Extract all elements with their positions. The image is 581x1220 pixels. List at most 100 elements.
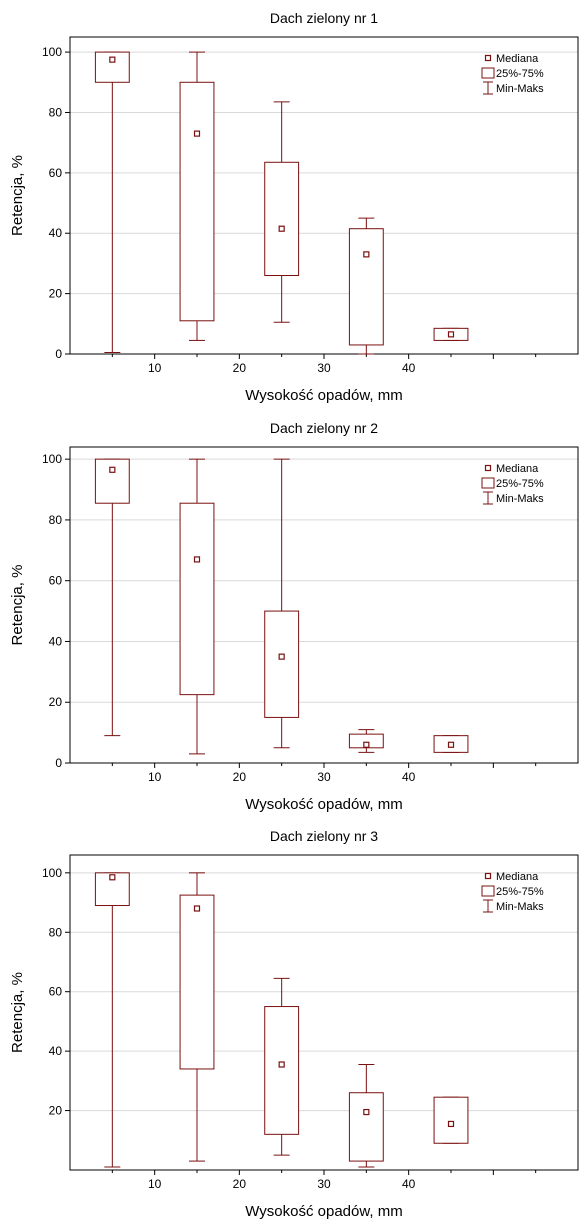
chart-title: Dach zielony nr 3 — [270, 828, 378, 844]
legend-median-icon — [484, 464, 492, 472]
box-2 — [179, 51, 215, 341]
y-tick-label: 80 — [49, 105, 63, 119]
x-tick-label: 20 — [233, 361, 247, 375]
x-axis-label: Wysokość opadów, mm — [245, 387, 402, 404]
legend-median-label: Mediana — [496, 463, 539, 475]
y-tick-label: 60 — [49, 166, 63, 180]
y-tick-label: 40 — [49, 634, 63, 648]
x-tick-label: 40 — [402, 1177, 416, 1191]
y-tick-label: 100 — [42, 452, 62, 466]
box-3 — [264, 458, 300, 749]
legend-whisker-label: Min-Maks — [496, 83, 544, 95]
y-tick-label: 60 — [49, 985, 63, 999]
median-marker — [278, 225, 285, 232]
box-plot-panel-2: 0 20 40 60 80 100 10 20 30 40 Dach zielony nr 2 Wys… — [9, 420, 579, 813]
box-plot-panel-1: 0 20 40 60 80 100 10 20 30 40 Dach zielony nr 1 Wys… — [9, 10, 579, 404]
chart-title: Dach zielony nr 2 — [270, 420, 378, 436]
box-plot-panel-3: 20 40 60 80 100 10 20 30 40 Dach zielony nr 3 Wyso… — [9, 828, 579, 1220]
legend-box-label: 25%-75% — [496, 478, 544, 490]
x-tick-label: 30 — [317, 770, 331, 784]
y-tick-label: 40 — [49, 226, 63, 240]
x-tick-label: 40 — [402, 770, 416, 784]
box-2 — [179, 458, 215, 755]
median-marker — [447, 1120, 455, 1128]
box-1 — [94, 458, 130, 737]
y-tick-label: 0 — [55, 347, 62, 361]
legend-box-label: 25%-75% — [496, 68, 544, 80]
median-marker — [447, 741, 455, 748]
x-tick-label: 10 — [148, 770, 162, 784]
iqr-box — [94, 458, 130, 504]
y-tick-label: 100 — [42, 866, 62, 880]
x-tick-label: 20 — [233, 770, 247, 784]
legend-median-icon — [484, 54, 492, 62]
box-3 — [264, 977, 300, 1156]
y-axis-label: Retencja, % — [9, 155, 26, 236]
box-5 — [433, 327, 469, 341]
y-tick-label: 40 — [49, 1044, 63, 1058]
y-tick-label: 80 — [49, 925, 63, 939]
iqr-box — [264, 1006, 300, 1135]
chart-title: Dach zielony nr 1 — [270, 10, 378, 26]
median-marker — [109, 466, 116, 473]
y-tick-label: 60 — [49, 574, 63, 588]
box-4 — [348, 217, 384, 355]
iqr-box — [264, 610, 300, 718]
box-4 — [348, 1064, 384, 1168]
legend-box-icon — [481, 67, 495, 79]
median-marker — [109, 56, 116, 63]
x-axis-label: Wysokość opadów, mm — [245, 1203, 402, 1220]
median-marker — [278, 1061, 285, 1068]
legend-box-icon — [481, 477, 495, 489]
box-5 — [433, 1096, 469, 1144]
iqr-box — [348, 1092, 384, 1162]
legend-box-icon — [481, 885, 495, 897]
box-1 — [94, 872, 130, 1168]
median-marker — [363, 251, 370, 258]
y-tick-label: 100 — [42, 45, 62, 59]
median-marker — [363, 741, 370, 748]
iqr-box — [264, 161, 300, 277]
x-tick-label: 40 — [402, 361, 416, 375]
median-marker — [109, 874, 116, 881]
y-tick-label: 20 — [49, 287, 63, 301]
iqr-box — [348, 228, 384, 346]
legend-whisker-label: Min-Maks — [496, 901, 544, 913]
box-3 — [264, 101, 300, 323]
median-marker — [193, 556, 201, 563]
legend-box-label: 25%-75% — [496, 886, 544, 898]
y-axis-label: Retencja, % — [9, 565, 26, 646]
legend-median-label: Mediana — [496, 871, 539, 883]
y-tick-label: 0 — [55, 756, 62, 770]
y-tick-label: 20 — [49, 695, 63, 709]
legend-median-icon — [484, 872, 492, 880]
x-tick-label: 10 — [148, 361, 162, 375]
legend: Mediana 25%-75% Min-Maks — [481, 463, 544, 505]
x-tick-label: 20 — [233, 1177, 247, 1191]
median-marker — [447, 331, 455, 338]
median-marker — [193, 905, 201, 912]
y-tick-label: 20 — [49, 1104, 63, 1118]
y-axis-label: Retencja, % — [9, 972, 26, 1053]
median-marker — [363, 1108, 370, 1116]
box-1 — [94, 51, 130, 353]
x-tick-label: 30 — [317, 1177, 331, 1191]
x-axis-label: Wysokość opadów, mm — [245, 796, 402, 813]
iqr-box — [179, 894, 215, 1070]
x-tick-label: 30 — [317, 361, 331, 375]
box-4 — [348, 729, 384, 753]
median-marker — [193, 130, 201, 137]
median-marker — [278, 653, 285, 660]
legend-whisker-label: Min-Maks — [496, 493, 544, 505]
legend: Mediana 25%-75% Min-Maks — [481, 871, 544, 913]
x-tick-label: 10 — [148, 1177, 162, 1191]
iqr-box — [433, 1096, 469, 1144]
iqr-box — [179, 502, 215, 696]
legend: Mediana 25%-75% Min-Maks — [481, 53, 544, 95]
y-tick-label: 80 — [49, 513, 63, 527]
iqr-box — [179, 81, 215, 322]
box-5 — [433, 735, 469, 753]
legend-median-label: Mediana — [496, 53, 539, 65]
box-2 — [179, 872, 215, 1162]
